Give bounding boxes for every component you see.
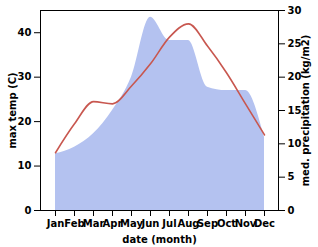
svg-text:Dec: Dec bbox=[254, 218, 275, 229]
svg-text:med. precipitation (kg/m2): med. precipitation (kg/m2) bbox=[300, 35, 311, 187]
svg-text:Oct: Oct bbox=[217, 218, 236, 229]
svg-text:Mar: Mar bbox=[83, 218, 105, 229]
svg-text:5: 5 bbox=[288, 171, 295, 182]
svg-text:Jun: Jun bbox=[141, 218, 160, 229]
svg-text:0: 0 bbox=[25, 205, 32, 216]
svg-text:40: 40 bbox=[18, 27, 32, 38]
svg-text:0: 0 bbox=[288, 205, 295, 216]
svg-text:Sep: Sep bbox=[197, 218, 218, 229]
svg-text:20: 20 bbox=[18, 116, 32, 127]
svg-text:30: 30 bbox=[288, 5, 302, 16]
svg-text:max temp (C): max temp (C) bbox=[7, 72, 18, 148]
svg-text:Aug: Aug bbox=[177, 217, 200, 229]
svg-text:Feb: Feb bbox=[64, 218, 84, 229]
svg-text:20: 20 bbox=[287, 71, 302, 83]
svg-text:10: 10 bbox=[18, 160, 32, 171]
svg-text:Jul: Jul bbox=[161, 218, 176, 229]
svg-text:May: May bbox=[120, 218, 143, 229]
svg-text:15: 15 bbox=[287, 104, 302, 116]
svg-text:10: 10 bbox=[287, 138, 302, 149]
svg-text:Nov: Nov bbox=[234, 217, 257, 229]
svg-text:date (month): date (month) bbox=[122, 234, 196, 245]
svg-text:Jan: Jan bbox=[46, 218, 65, 229]
svg-text:30: 30 bbox=[18, 71, 32, 82]
svg-text:25: 25 bbox=[287, 38, 302, 49]
svg-text:Apr: Apr bbox=[102, 217, 123, 229]
